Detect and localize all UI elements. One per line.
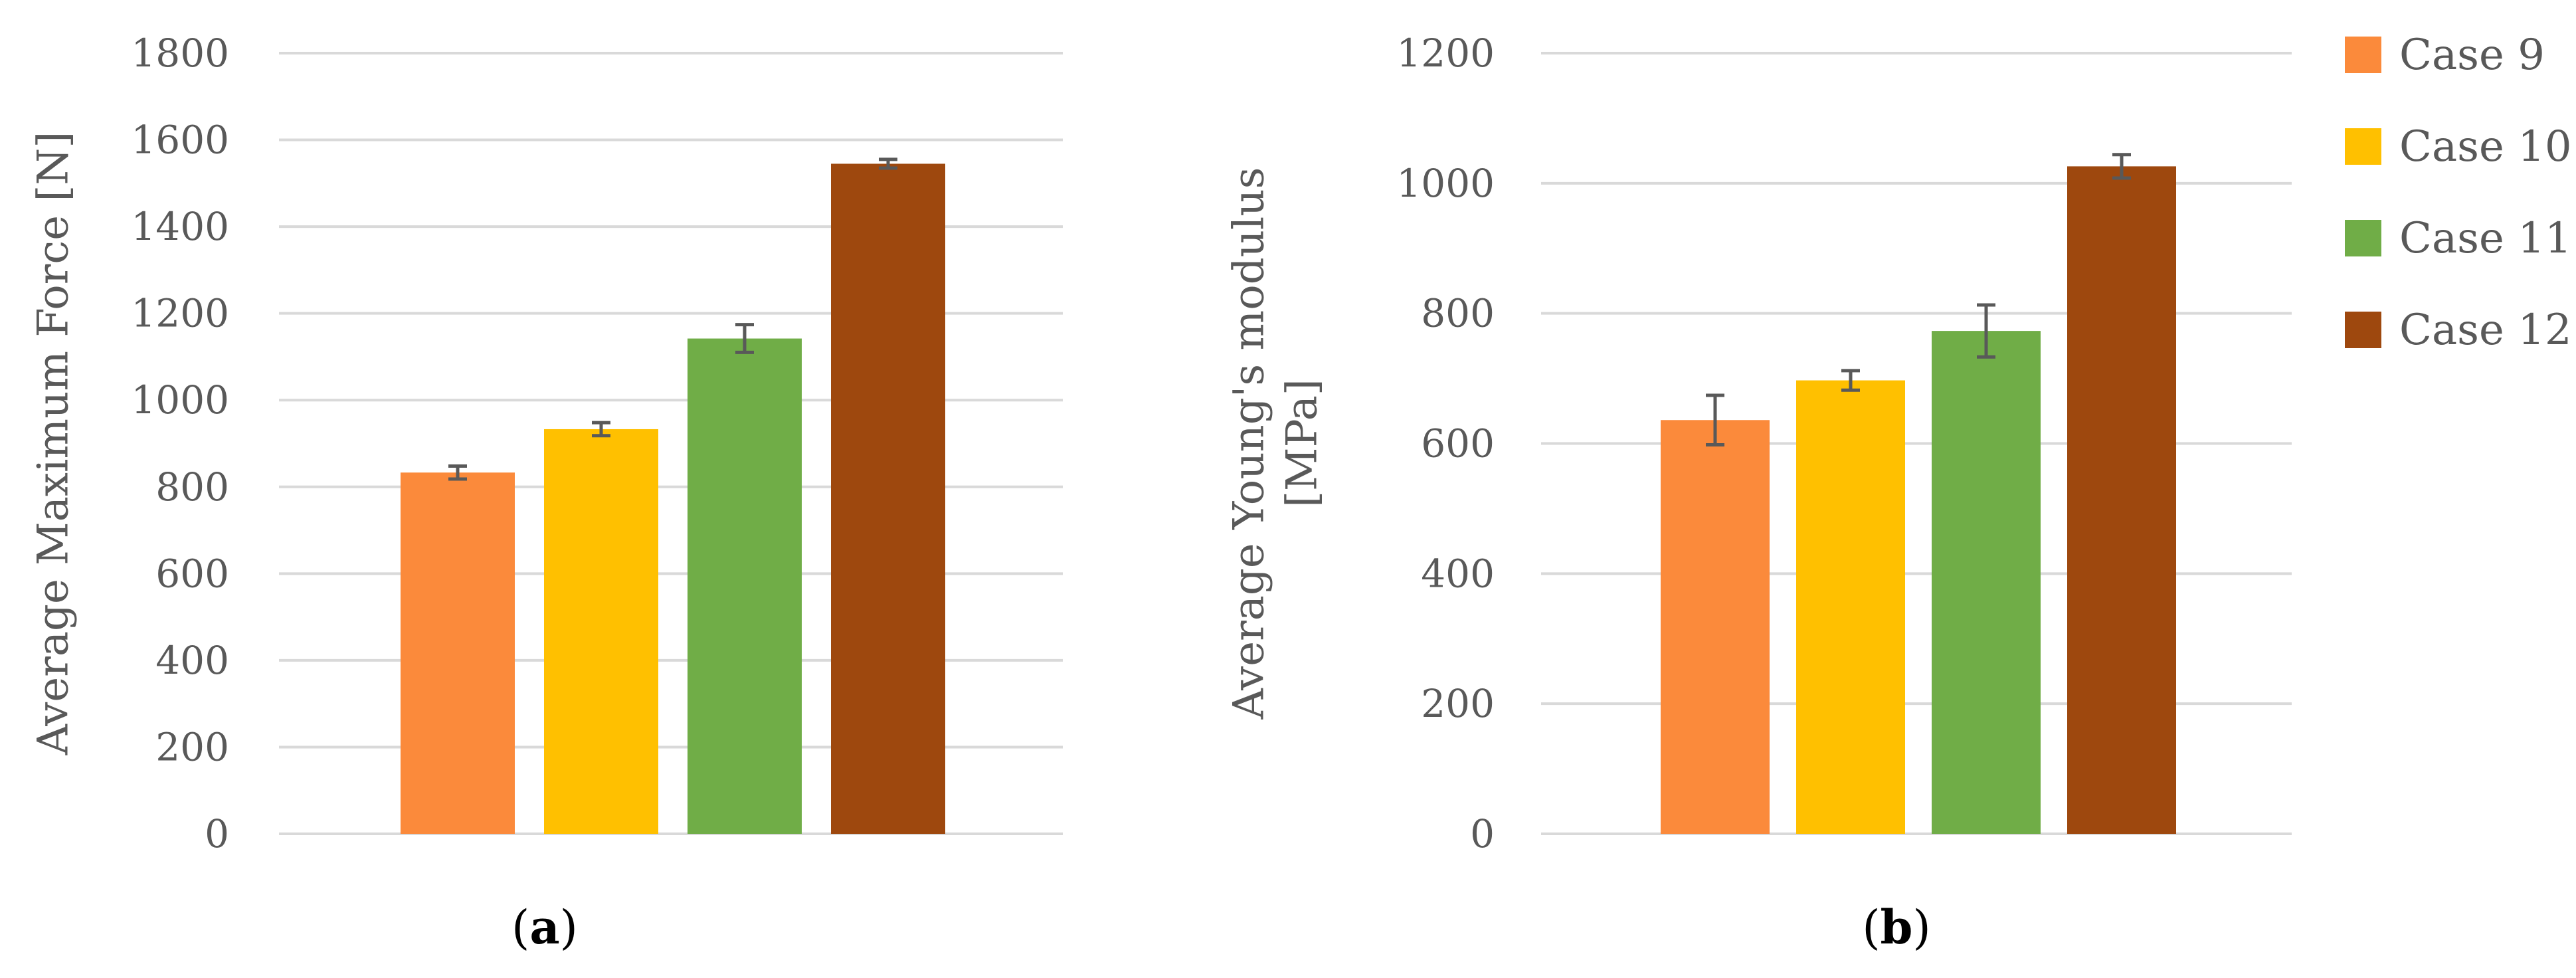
bar-case-10 — [1796, 380, 1905, 834]
caption-open: ( — [1862, 900, 1880, 955]
error-bar — [735, 323, 754, 354]
legend-label: Case 10 — [2399, 122, 2572, 171]
legend-swatch — [2345, 312, 2381, 348]
y-tick-label: 200 — [1421, 681, 1495, 726]
bar-case-9 — [401, 472, 515, 834]
y-tick-label: 1200 — [131, 291, 229, 336]
legend-swatch — [2345, 220, 2381, 256]
legend-swatch — [2345, 128, 2381, 165]
y-tick-label: 0 — [1470, 811, 1495, 856]
error-bar — [592, 421, 610, 438]
y-tick-label: 400 — [155, 638, 229, 683]
error-bar — [879, 157, 897, 170]
error-bar — [2112, 153, 2131, 180]
caption-letter: b — [1881, 900, 1913, 955]
chart-panel-b: 0 200 400 600 800 1000 1200 Average Young's mod… — [1225, 31, 2292, 955]
y-tick-label: 1800 — [131, 31, 229, 76]
legend-label: Case 12 — [2399, 306, 2572, 355]
caption-open: ( — [511, 900, 529, 955]
y-tick-label: 400 — [1421, 551, 1495, 596]
y-tick-label: 1600 — [131, 118, 229, 163]
error-bar — [1841, 369, 1860, 392]
legend: Case 9 Case 10 Case 11 Case 12 — [2345, 31, 2572, 355]
bar-case-11 — [1932, 331, 2041, 834]
panel-caption: (b) — [1862, 900, 1931, 955]
chart-panel-a: 0 200 400 600 800 1000 1200 1400 1600 1800 Average… — [29, 31, 1063, 955]
y-tick-label: 800 — [1421, 291, 1495, 336]
y-axis-title: Average Young's modulus — [1225, 167, 1274, 720]
y-tick-label: 600 — [155, 551, 229, 596]
legend-item: Case 9 — [2345, 31, 2545, 80]
y-tick-label: 1000 — [131, 377, 229, 423]
bar-case-9 — [1661, 420, 1770, 834]
bar-case-12 — [831, 163, 945, 834]
error-bar — [1977, 303, 1995, 359]
y-tick-label: 200 — [155, 724, 229, 769]
legend-label: Case 11 — [2399, 214, 2572, 263]
y-axis-title: Average Maximum Force [N] — [29, 132, 78, 756]
error-bar — [1706, 393, 1724, 446]
legend-item: Case 12 — [2345, 306, 2572, 355]
caption-letter: a — [529, 900, 559, 955]
bar-case-10 — [544, 429, 658, 834]
y-tick-label: 1000 — [1396, 161, 1495, 206]
legend-swatch — [2345, 37, 2381, 73]
error-bar — [448, 464, 467, 481]
bar-case-11 — [688, 338, 802, 834]
y-axis-title: [MPa] — [1278, 379, 1327, 508]
legend-item: Case 10 — [2345, 122, 2572, 171]
y-tick-label: 800 — [155, 464, 229, 510]
y-tick-label: 0 — [205, 811, 229, 856]
caption-close: ) — [1912, 900, 1930, 955]
caption-close: ) — [560, 900, 578, 955]
panel-caption: (a) — [511, 900, 578, 955]
legend-item: Case 11 — [2345, 214, 2572, 263]
y-tick-label: 1200 — [1396, 31, 1495, 76]
bar-case-12 — [2067, 166, 2176, 834]
legend-label: Case 9 — [2399, 31, 2545, 80]
y-tick-label: 600 — [1421, 421, 1495, 466]
y-tick-label: 1400 — [131, 204, 229, 249]
